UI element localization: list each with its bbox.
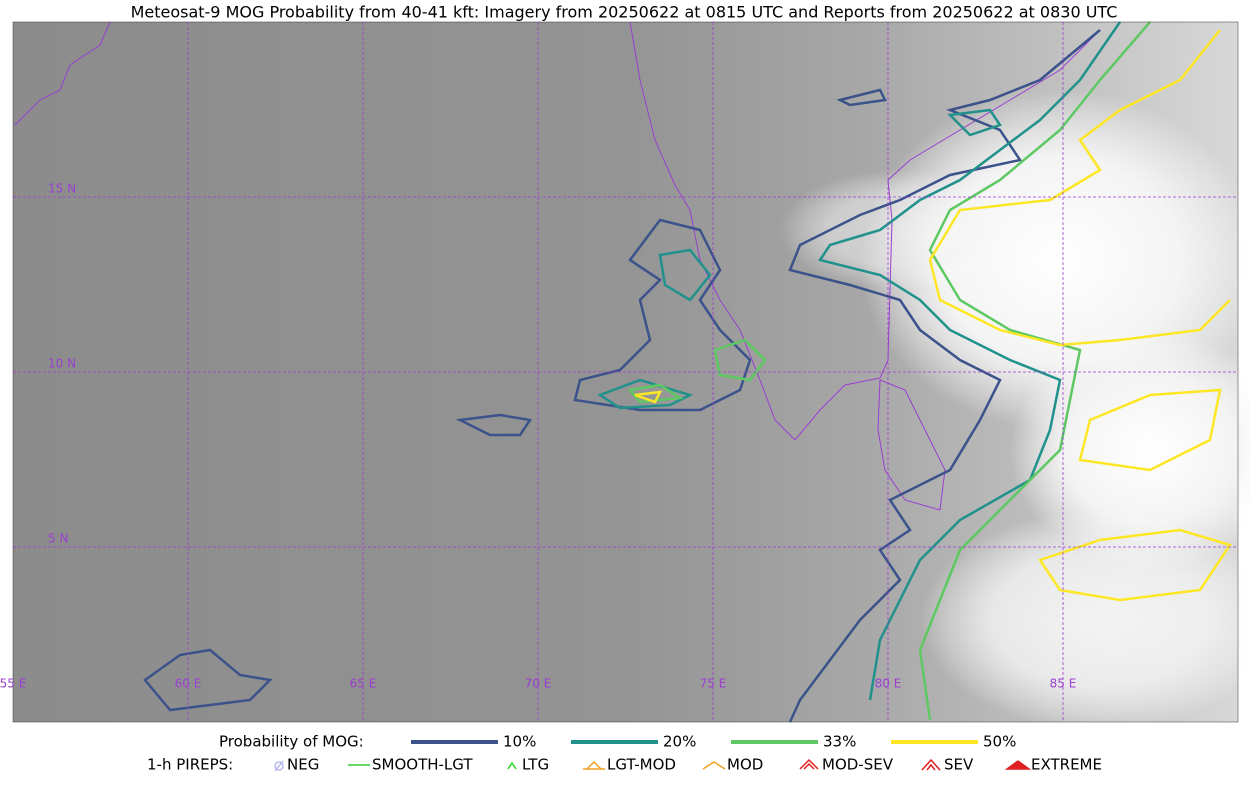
cloud: [780, 170, 1020, 290]
legend-label: 33%: [823, 733, 856, 751]
lon-label: 70 E: [525, 677, 552, 691]
lon-label: 55 E: [0, 677, 26, 691]
pirep-icon: [799, 758, 819, 770]
lat-label: 10 N: [48, 357, 76, 371]
cloud: [1010, 330, 1250, 570]
legend-title: Probability of MOG:: [219, 733, 364, 751]
pirep-icon: [274, 760, 284, 772]
lat-label: 5 N: [48, 532, 68, 546]
cloud: [920, 510, 1250, 730]
lon-label: 85 E: [1050, 677, 1077, 691]
pireps-title: 1-h PIREPS:: [147, 756, 233, 774]
lon-label: 65 E: [350, 677, 377, 691]
pirep-icon: [1004, 760, 1032, 770]
pirep-icon: [507, 761, 517, 770]
pirep-label: MOD: [727, 756, 763, 774]
pirep-label: LTG: [522, 756, 549, 774]
legend-label: 20%: [663, 733, 696, 751]
pirep-label: SMOOTH-LGT: [372, 756, 473, 774]
legend-label: 50%: [983, 733, 1016, 751]
title: Meteosat-9 MOG Probability from 40-41 kf…: [131, 3, 1118, 22]
legend-label: 10%: [503, 733, 536, 751]
map: [13, 21, 1250, 730]
lon-label: 80 E: [875, 677, 902, 691]
pirep-label: LGT-MOD: [607, 756, 676, 774]
pirep-label: EXTREME: [1031, 756, 1102, 774]
pirep-label: SEV: [944, 756, 974, 774]
lon-label: 60 E: [175, 677, 202, 691]
lon-label: 75 E: [700, 677, 727, 691]
lat-label: 15 N: [48, 182, 76, 196]
contours: [143, 21, 1232, 723]
pirep-label: MOD-SEV: [822, 756, 894, 774]
pirep-icon: [274, 761, 284, 771]
pirep-label: NEG: [287, 756, 319, 774]
coastline: [14, 21, 1101, 511]
pirep-icon: [921, 758, 941, 771]
pirep-icon: [583, 760, 605, 770]
pirep-icon: [702, 761, 726, 770]
